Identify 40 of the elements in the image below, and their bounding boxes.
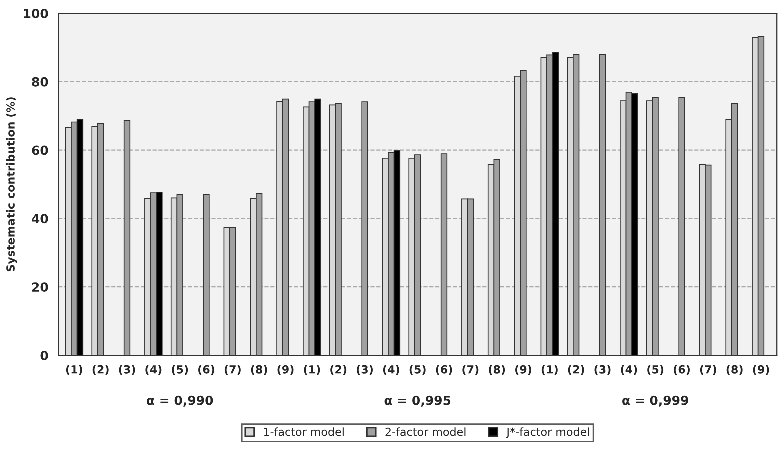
- x-tick-label: (2): [92, 365, 109, 376]
- x-tick-label: (7): [224, 365, 241, 376]
- x-tick-label: (7): [700, 365, 716, 376]
- text: α = 0,995: [384, 396, 451, 407]
- x-tick-label: (8): [489, 365, 506, 376]
- y-tick-label: 0: [40, 350, 48, 360]
- x-tick-label: (1): [304, 365, 320, 376]
- legend-label: 1-factor model: [264, 428, 344, 436]
- x-tick-label: (1): [66, 365, 82, 376]
- x-tick-label: (6): [436, 365, 452, 376]
- x-tick-label: (6): [674, 365, 690, 376]
- x-tick-label: (8): [726, 365, 743, 376]
- y-tick-label: 40: [32, 214, 48, 224]
- x-tick-label: (7): [462, 365, 479, 376]
- x-tick-label: (3): [119, 365, 136, 376]
- x-tick-label: (4): [621, 365, 638, 376]
- x-tick-label: (4): [146, 365, 162, 376]
- legend-label: 2-factor model: [386, 428, 466, 436]
- y-tick-label: 100: [24, 8, 48, 18]
- x-tick-label: (3): [594, 365, 611, 376]
- x-tick-label: (4): [383, 365, 400, 376]
- x-tick-label: (5): [648, 365, 664, 376]
- x-tick-label: (9): [278, 365, 294, 376]
- legend-label: J*-factor model: [506, 428, 590, 438]
- x-tick-label: (3): [357, 365, 373, 376]
- y-tick-label: 80: [32, 77, 48, 87]
- x-tick-label: (8): [251, 365, 268, 376]
- text: α = 0,990: [147, 396, 214, 407]
- x-tick-label: (9): [516, 365, 532, 376]
- y-axis-title: Systematic contribution (%): [6, 98, 18, 272]
- x-tick-label: (1): [542, 365, 558, 376]
- x-tick-label: (6): [198, 365, 214, 376]
- x-tick-label: (2): [330, 365, 347, 376]
- y-tick-label: 60: [32, 146, 48, 156]
- y-tick-label: 20: [32, 282, 48, 292]
- x-tick-label: (9): [753, 365, 770, 376]
- x-tick-label: (5): [410, 365, 426, 376]
- x-tick-label: (2): [568, 365, 584, 376]
- text: α = 0,999: [622, 396, 688, 407]
- x-tick-label: (5): [172, 365, 188, 376]
